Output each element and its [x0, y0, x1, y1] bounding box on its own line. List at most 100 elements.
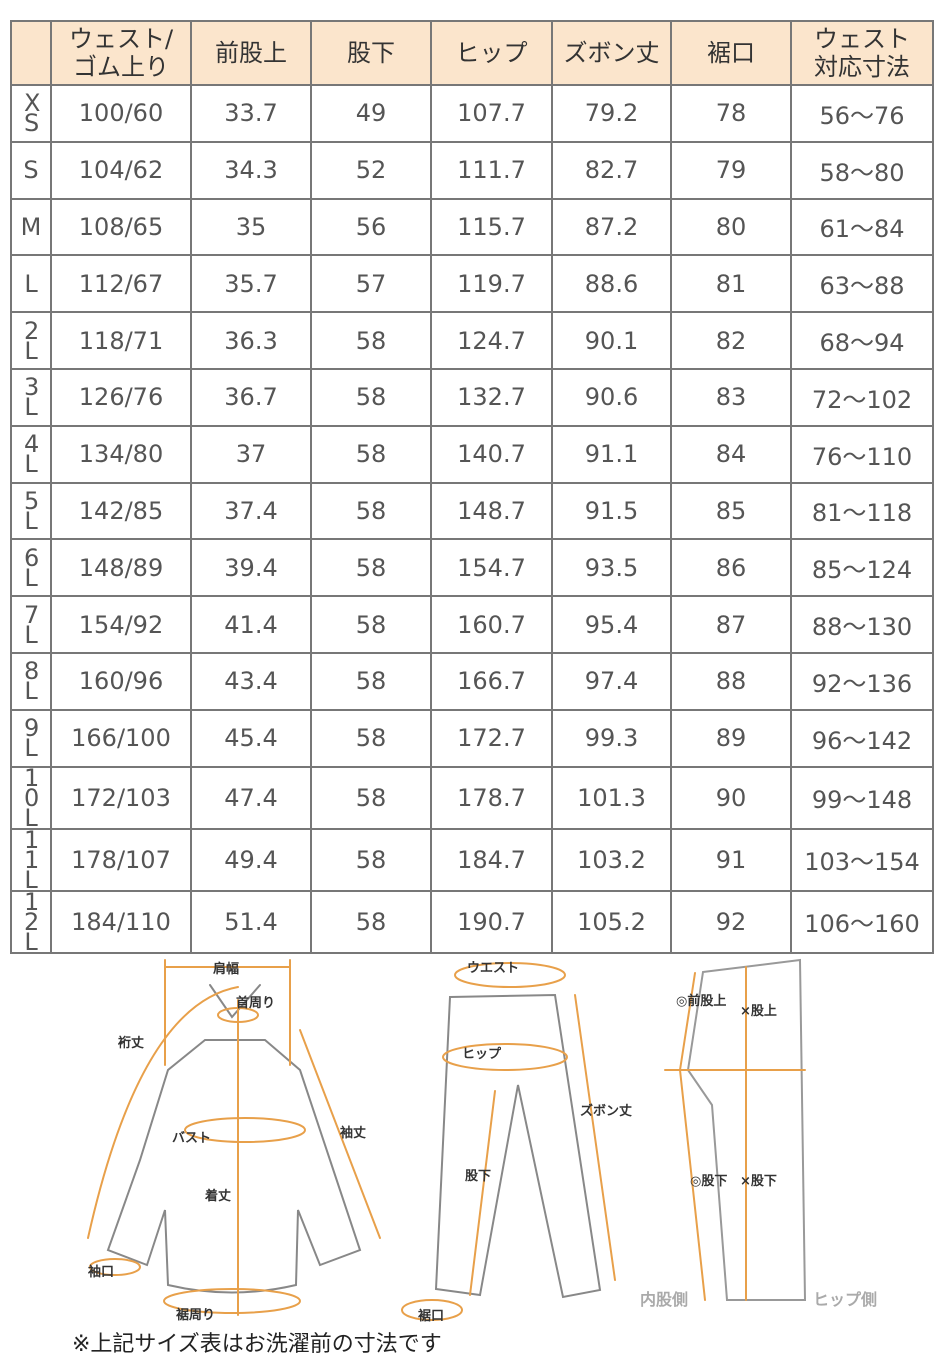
- table-cell: 83: [670, 367, 792, 427]
- table-cell: 82: [670, 311, 792, 370]
- table-cell: 80: [670, 197, 792, 257]
- table-cell: 35: [190, 197, 312, 257]
- table-cell: 160/96: [50, 651, 192, 711]
- size-table: ウェスト/ ゴム上り 前股上 股下 ヒップ ズボン丈 裾口 ウェスト 対応寸法 XS 100/…: [10, 20, 934, 954]
- label-hip: ヒップ: [462, 1047, 502, 1062]
- size-label: 4L: [10, 424, 52, 484]
- label-bust: バスト: [172, 1131, 211, 1146]
- table-cell: 90.1: [551, 311, 672, 370]
- table-cell: 49: [310, 84, 432, 143]
- table-cell: 63～88: [790, 254, 934, 314]
- size-label: 5L: [10, 481, 52, 541]
- table-cell: 140.7: [430, 424, 553, 484]
- header-row: ウェスト/ ゴム上り 前股上 股下 ヒップ ズボン丈 裾口 ウェスト 対応寸法: [10, 20, 934, 86]
- table-cell: 36.3: [190, 311, 312, 370]
- table-cell: 95.4: [551, 595, 672, 654]
- size-label: S: [10, 140, 52, 200]
- column-header: ウェスト 対応寸法: [790, 20, 934, 86]
- label-cuff: 袖口: [88, 1264, 114, 1280]
- table-cell: 90.6: [551, 367, 672, 427]
- table-cell: 178/107: [50, 827, 192, 892]
- table-cell: 58: [310, 311, 432, 370]
- table-cell: 93.5: [551, 538, 672, 598]
- table-cell: 56～76: [790, 84, 934, 143]
- table-cell: 47.4: [190, 765, 312, 830]
- table-cell: 61～84: [790, 197, 934, 257]
- table-cell: 119.7: [430, 254, 553, 314]
- table-cell: 184.7: [430, 827, 553, 892]
- table-cell: 88: [670, 651, 792, 711]
- table-cell: 41.4: [190, 595, 312, 654]
- table-cell: 106～160: [790, 889, 934, 954]
- table-cell: 58: [310, 538, 432, 598]
- table-row: M 108/65 35 56 115.7 87.2 80 61～84: [10, 197, 934, 257]
- size-label: 10L: [10, 765, 52, 830]
- table-cell: 132.7: [430, 367, 553, 427]
- table-cell: 172/103: [50, 765, 192, 830]
- table-cell: 76～110: [790, 424, 934, 484]
- table-cell: 97.4: [551, 651, 672, 711]
- table-cell: 142/85: [50, 481, 192, 541]
- table-cell: 134/80: [50, 424, 192, 484]
- label-pants-hem: 裾口: [418, 1308, 444, 1324]
- label-sleeve: 袖丈: [340, 1125, 366, 1141]
- column-header: ヒップ: [430, 20, 553, 86]
- table-cell: 68～94: [790, 311, 934, 370]
- table-row: 2L 118/71 36.3 58 124.7 90.1 82 68～94: [10, 311, 934, 370]
- column-header: ウェスト/ ゴム上り: [50, 20, 192, 86]
- size-label: 2L: [10, 311, 52, 370]
- table-cell: 58: [310, 481, 432, 541]
- label-inner-side: 内股側: [640, 1290, 688, 1309]
- table-cell: 103.2: [551, 827, 672, 892]
- size-label: M: [10, 197, 52, 257]
- table-cell: 88～130: [790, 595, 934, 654]
- table-row: L 112/67 35.7 57 119.7 88.6 81 63～88: [10, 254, 934, 314]
- table-cell: 84: [670, 424, 792, 484]
- label-shoulder: 肩幅: [213, 961, 239, 977]
- table-cell: 58: [310, 765, 432, 830]
- label-waist: ウエスト: [467, 961, 519, 976]
- size-label: 7L: [10, 595, 52, 654]
- size-label: 8L: [10, 651, 52, 711]
- table-cell: 51.4: [190, 889, 312, 954]
- table-cell: 58: [310, 595, 432, 654]
- table-cell: 72～102: [790, 367, 934, 427]
- table-cell: 108/65: [50, 197, 192, 257]
- column-header: 前股上: [190, 20, 312, 86]
- side-diagram: ◎前股上 ×股上 ◎股下 ×股下 内股側 ヒップ側: [640, 958, 877, 1309]
- size-label: 9L: [10, 708, 52, 768]
- table-cell: 81: [670, 254, 792, 314]
- table-cell: 52: [310, 140, 432, 200]
- table-cell: 105.2: [551, 889, 672, 954]
- table-cell: 124.7: [430, 311, 553, 370]
- size-label: 12L: [10, 889, 52, 954]
- table-cell: 58: [310, 708, 432, 768]
- label-length: 着丈: [204, 1188, 231, 1204]
- table-row: 12L 184/110 51.4 58 190.7 105.2 92 106～160: [10, 889, 934, 954]
- table-cell: 89: [670, 708, 792, 768]
- label-shirt-hem: 裾周り: [176, 1307, 215, 1323]
- column-header: 裾口: [670, 20, 792, 86]
- table-cell: 37.4: [190, 481, 312, 541]
- label-inseam-o: ◎股下: [690, 1174, 727, 1189]
- table-cell: 34.3: [190, 140, 312, 200]
- table-cell: 172.7: [430, 708, 553, 768]
- label-neck: 首周り: [236, 995, 275, 1011]
- table-cell: 78: [670, 84, 792, 143]
- table-cell: 91: [670, 827, 792, 892]
- table-cell: 99～148: [790, 765, 934, 830]
- table-cell: 58: [310, 651, 432, 711]
- table-cell: 160.7: [430, 595, 553, 654]
- size-label: 3L: [10, 367, 52, 427]
- table-row: 11L 178/107 49.4 58 184.7 103.2 91 103～154: [10, 827, 934, 892]
- label-hip-side: ヒップ側: [813, 1290, 877, 1309]
- table-cell: 118/71: [50, 311, 192, 370]
- table-cell: 190.7: [430, 889, 553, 954]
- table-cell: 112/67: [50, 254, 192, 314]
- table-cell: 111.7: [430, 140, 553, 200]
- column-header: [10, 20, 52, 86]
- label-pants-length: ズボン丈: [580, 1103, 632, 1119]
- table-row: 3L 126/76 36.7 58 132.7 90.6 83 72～102: [10, 367, 934, 427]
- shirt-diagram: 肩幅 首周り 裄丈 バスト 袖丈 着丈 袖口 裾周り: [87, 959, 381, 1323]
- table-cell: 87.2: [551, 197, 672, 257]
